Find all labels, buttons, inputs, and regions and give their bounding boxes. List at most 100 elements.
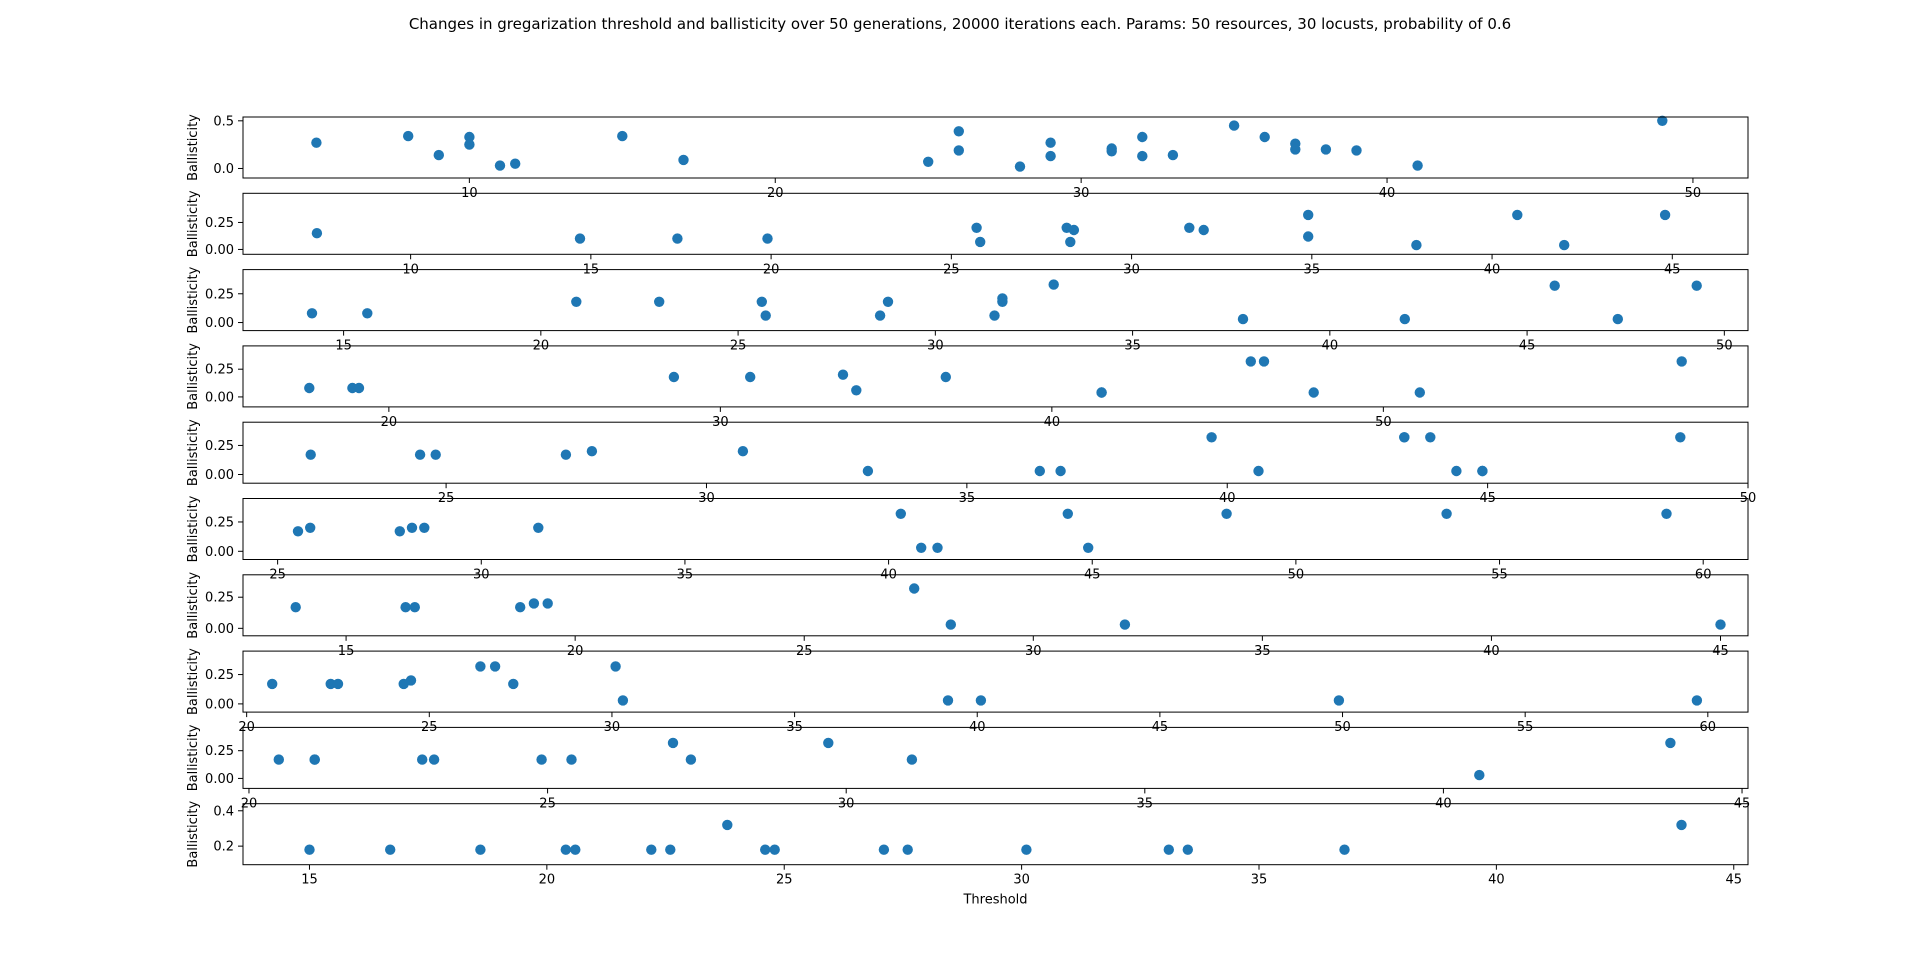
- y-tick-label: 0.2: [213, 840, 234, 855]
- data-point: [769, 844, 780, 855]
- y-tick-label: 0.25: [205, 216, 234, 231]
- data-point: [1259, 131, 1270, 143]
- data-point: [1206, 432, 1217, 443]
- data-point: [1034, 465, 1046, 477]
- y-tick-label: 0.25: [205, 287, 234, 302]
- data-point: [940, 371, 951, 383]
- data-point: [756, 296, 767, 307]
- data-point: [1675, 432, 1686, 443]
- y-tick-label: 0.00: [205, 697, 234, 712]
- data-point: [290, 602, 301, 613]
- data-point: [560, 449, 572, 460]
- data-point: [945, 619, 956, 630]
- y-tick-label: 0.00: [205, 316, 234, 331]
- data-point: [975, 695, 987, 706]
- data-point: [560, 844, 571, 855]
- data-point: [1414, 387, 1426, 398]
- y-tick-label: 0.00: [205, 243, 234, 258]
- data-point: [1657, 115, 1668, 127]
- data-point: [916, 542, 927, 553]
- figure-title: Changes in gregarization threshold and b…: [408, 15, 1512, 33]
- y-tick-label: 0.00: [205, 390, 234, 405]
- x-tick-label: 15: [301, 873, 318, 888]
- data-point: [406, 522, 418, 533]
- data-point: [1228, 120, 1240, 131]
- x-axis-label: Threshold: [962, 893, 1027, 908]
- data-point: [464, 131, 475, 143]
- data-point: [428, 754, 440, 765]
- data-point: [1014, 161, 1026, 172]
- data-point: [1612, 313, 1624, 325]
- data-point: [542, 598, 553, 609]
- data-point: [304, 382, 315, 394]
- data-point: [1068, 224, 1080, 236]
- data-point: [1399, 432, 1410, 443]
- data-point: [394, 526, 405, 537]
- axes-frame: [242, 421, 1749, 484]
- data-point: [403, 130, 414, 142]
- data-point: [760, 310, 771, 321]
- data-point: [1451, 465, 1462, 477]
- data-point: [400, 602, 411, 613]
- axes-frame: [242, 574, 1749, 637]
- data-point: [895, 508, 906, 519]
- y-tick-label: 0.25: [205, 591, 234, 606]
- data-point: [672, 233, 683, 244]
- data-point: [306, 308, 318, 319]
- data-point: [667, 737, 679, 749]
- data-point: [1691, 695, 1703, 706]
- data-point: [953, 126, 964, 137]
- axes-frame: [242, 345, 1749, 408]
- data-point: [1182, 844, 1194, 855]
- data-point: [737, 446, 749, 457]
- data-point: [1339, 844, 1350, 855]
- x-tick-label: 35: [1251, 873, 1268, 888]
- x-tick-label: 20: [539, 873, 556, 888]
- data-point: [409, 602, 420, 613]
- data-point: [1290, 144, 1301, 155]
- data-point: [1425, 432, 1436, 443]
- data-point: [574, 233, 586, 244]
- axes-frame: [242, 650, 1749, 713]
- y-axis-label: Ballisticity: [186, 343, 201, 410]
- data-point: [1119, 619, 1131, 630]
- data-point: [1083, 542, 1094, 553]
- data-point: [762, 233, 773, 244]
- data-point: [533, 522, 544, 533]
- data-point: [942, 695, 954, 706]
- data-point: [997, 293, 1008, 304]
- data-point: [510, 158, 521, 169]
- data-point: [975, 236, 986, 248]
- data-point: [837, 369, 849, 380]
- data-point: [678, 154, 689, 166]
- data-point: [405, 675, 417, 686]
- data-point: [1258, 356, 1270, 367]
- data-point: [292, 526, 304, 537]
- data-point: [267, 678, 278, 690]
- data-point: [433, 149, 444, 161]
- data-point: [494, 160, 506, 171]
- data-point: [325, 678, 336, 690]
- data-point: [902, 844, 913, 855]
- data-point: [1065, 236, 1076, 248]
- data-point: [1320, 144, 1332, 155]
- axes-frame: [242, 116, 1749, 179]
- data-point: [1137, 131, 1148, 143]
- data-point: [1237, 313, 1249, 325]
- data-point: [464, 139, 475, 150]
- data-point: [353, 382, 365, 394]
- data-point: [311, 137, 322, 148]
- y-tick-label: 0.00: [205, 468, 234, 483]
- y-tick-label: 0.00: [205, 772, 234, 787]
- y-tick-label: 0.25: [205, 668, 234, 683]
- data-point: [654, 296, 665, 307]
- data-point: [309, 754, 320, 765]
- data-point: [617, 130, 628, 142]
- data-point: [362, 308, 373, 319]
